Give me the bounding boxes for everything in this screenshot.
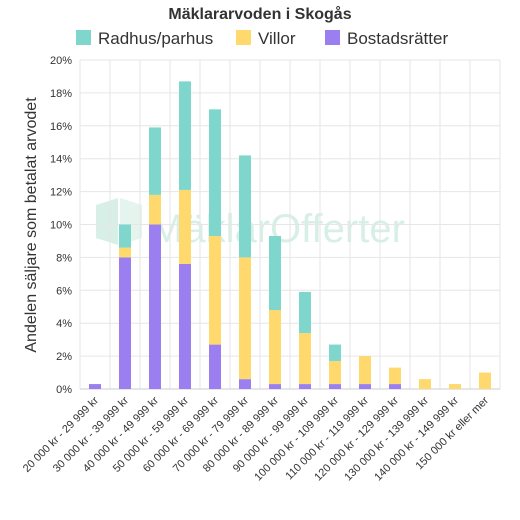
bar-segment bbox=[149, 224, 161, 389]
y-tick-label: 8% bbox=[56, 252, 72, 264]
bar-segment bbox=[479, 372, 491, 389]
bar-segment bbox=[329, 344, 341, 362]
bar-segment bbox=[269, 236, 281, 311]
legend-label: Villor bbox=[258, 29, 296, 48]
y-axis-ticks: 0% 2% 4% 6% 8% 10% 12% 14% 16% 18% 20% bbox=[50, 55, 72, 396]
bar-segment bbox=[299, 384, 311, 389]
chart-title: Mäklararvoden i Skogås bbox=[168, 5, 351, 23]
bar-segment bbox=[239, 155, 251, 258]
bar-segment bbox=[209, 109, 221, 237]
legend-swatch bbox=[76, 30, 91, 45]
legend-swatch bbox=[325, 30, 340, 45]
bar-segment bbox=[449, 384, 461, 389]
bar-segment bbox=[419, 379, 431, 389]
y-tick-label: 18% bbox=[50, 88, 72, 100]
y-tick-label: 4% bbox=[56, 318, 72, 330]
y-tick-label: 12% bbox=[50, 187, 72, 199]
bar-segment bbox=[359, 384, 371, 389]
bar-segment bbox=[329, 361, 341, 385]
bar-segment bbox=[119, 257, 131, 389]
bar-segment bbox=[179, 263, 191, 389]
bar-segment bbox=[269, 384, 281, 389]
bar-segment bbox=[119, 247, 131, 258]
bar-segment bbox=[209, 344, 221, 389]
legend-label: Bostadsrätter bbox=[347, 29, 448, 48]
bar-segment bbox=[209, 236, 221, 345]
maklarofferter-logo-icon bbox=[96, 198, 142, 245]
bar-segment bbox=[89, 384, 101, 389]
y-tick-label: 14% bbox=[50, 154, 72, 166]
bar-segment bbox=[299, 291, 311, 334]
bar-segment bbox=[239, 379, 251, 389]
y-tick-label: 2% bbox=[56, 351, 72, 363]
bar-segment bbox=[329, 384, 341, 389]
y-tick-label: 6% bbox=[56, 285, 72, 297]
bar-segment bbox=[239, 257, 251, 380]
bar-segment bbox=[119, 224, 131, 248]
y-tick-label: 16% bbox=[50, 121, 72, 133]
bar-segment bbox=[149, 127, 161, 195]
legend-swatch bbox=[236, 30, 251, 45]
legend-label: Radhus/parhus bbox=[98, 29, 213, 48]
y-tick-label: 0% bbox=[56, 384, 72, 396]
y-tick-label: 20% bbox=[50, 55, 72, 67]
bar-segment bbox=[359, 356, 371, 385]
grid bbox=[79, 59, 501, 390]
y-tick-label: 10% bbox=[50, 220, 72, 232]
bar-segment bbox=[389, 384, 401, 389]
legend: Radhus/parhus Villor Bostadsrätter bbox=[76, 29, 448, 48]
y-axis-label: Andelen säljare som betalat arvodet bbox=[23, 97, 40, 353]
bar-segment bbox=[149, 194, 161, 225]
bar-segment bbox=[179, 81, 191, 190]
bar-segment bbox=[299, 333, 311, 385]
bars bbox=[89, 81, 491, 389]
bar-segment bbox=[179, 189, 191, 264]
bar-segment bbox=[269, 310, 281, 385]
bar-segment bbox=[389, 367, 401, 385]
